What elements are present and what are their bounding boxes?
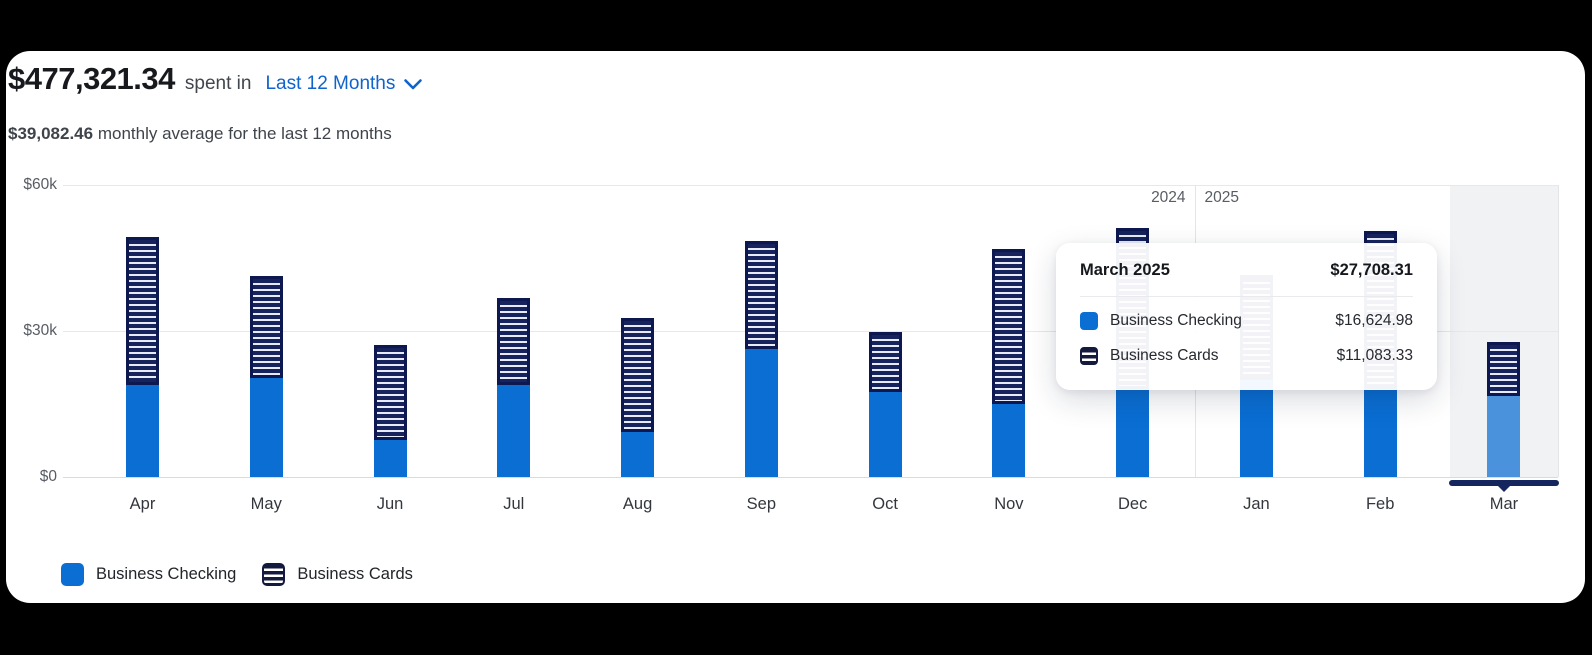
monthly-average-text: monthly average for the last 12 months bbox=[97, 124, 392, 143]
bar-feb-checking-segment bbox=[1363, 389, 1397, 477]
month-label-may: May bbox=[250, 495, 282, 513]
total-spent-amount: $477,321.34 bbox=[8, 61, 175, 96]
legend-checking-label: Business Checking bbox=[96, 565, 237, 583]
bar-jun[interactable] bbox=[373, 345, 407, 477]
date-range-dropdown[interactable]: Last 12 Months bbox=[265, 73, 423, 95]
bar-dec-checking-segment bbox=[1116, 389, 1150, 477]
bar-mar[interactable] bbox=[1487, 342, 1521, 477]
bar-jul-cards-segment bbox=[497, 297, 531, 386]
gridline-$30k bbox=[63, 331, 1558, 332]
tooltip-cards-label: Business Cards bbox=[1110, 347, 1219, 364]
bar-oct[interactable] bbox=[868, 331, 902, 477]
bar-aug-checking-segment bbox=[621, 431, 655, 477]
selected-month-underline bbox=[1448, 480, 1559, 486]
tooltip-row-checking: Business Checking $16,624.98 bbox=[1080, 310, 1413, 332]
bar-may[interactable] bbox=[249, 276, 283, 477]
month-label-jul: Jul bbox=[503, 495, 525, 513]
year-label-2024: 2024 bbox=[1151, 189, 1186, 206]
bar-apr-checking-segment bbox=[126, 385, 159, 477]
spending-bar-chart: $0 $30k $60k 2024 2025 Apr May Jun Jul Aug Sep Oct N… bbox=[6, 51, 1585, 603]
month-label-sep: Sep bbox=[746, 495, 777, 513]
tooltip-divider bbox=[1080, 296, 1413, 297]
month-label-jan: Jan bbox=[1243, 495, 1270, 513]
spending-header: $477,321.34 spent in Last 12 Months bbox=[8, 61, 423, 97]
bar-oct-cards-segment bbox=[868, 331, 902, 392]
y-axis-tick-label: $30k bbox=[23, 322, 57, 339]
bar-aug-cards-segment bbox=[621, 317, 655, 432]
tooltip-checking-value: $16,624.98 bbox=[1335, 312, 1413, 329]
y-axis-tick-label: $60k bbox=[23, 176, 57, 193]
bar-may-cards-segment bbox=[249, 276, 283, 379]
bar-sep-cards-segment bbox=[744, 240, 778, 350]
legend-item-business-cards[interactable]: Business Cards bbox=[262, 563, 413, 586]
bar-jul-checking-segment bbox=[497, 385, 531, 477]
chevron-down-icon bbox=[404, 78, 423, 89]
legend-item-business-checking[interactable]: Business Checking bbox=[61, 563, 236, 586]
bar-jan-checking-segment bbox=[1239, 379, 1273, 477]
year-label-2025: 2025 bbox=[1204, 189, 1240, 206]
date-range-label: Last 12 Months bbox=[265, 73, 396, 94]
bar-may-checking-segment bbox=[249, 378, 283, 477]
gridline-$0 bbox=[63, 477, 1558, 478]
business-checking-swatch-icon bbox=[61, 563, 84, 586]
chart-legend: Business Checking Business Cards bbox=[61, 563, 413, 586]
bar-mar-cards-segment bbox=[1487, 342, 1521, 397]
legend-cards-label: Business Cards bbox=[297, 565, 413, 583]
monthly-average-amount: $39,082.46 bbox=[8, 124, 94, 143]
tooltip-row-cards: Business Cards $11,083.33 bbox=[1080, 345, 1413, 367]
plot-right-boundary-line bbox=[1558, 185, 1559, 477]
bar-apr-cards-segment bbox=[126, 236, 159, 386]
chart-tooltip: March 2025 $27,708.31 Business Checking … bbox=[1056, 243, 1437, 390]
month-label-mar: Mar bbox=[1489, 495, 1519, 513]
bar-aug[interactable] bbox=[621, 317, 655, 477]
bar-sep-checking-segment bbox=[744, 349, 778, 477]
selected-month-caret-icon bbox=[1495, 484, 1512, 492]
tooltip-month-title: March 2025 bbox=[1080, 261, 1170, 279]
bar-oct-checking-segment bbox=[868, 391, 902, 477]
month-label-nov: Nov bbox=[994, 495, 1024, 513]
bar-apr[interactable] bbox=[126, 236, 159, 477]
tooltip-header: March 2025 $27,708.31 bbox=[1080, 261, 1413, 283]
bar-nov-checking-segment bbox=[992, 403, 1026, 477]
tooltip-checking-label: Business Checking bbox=[1110, 312, 1242, 329]
y-axis-tick-label: $0 bbox=[39, 468, 57, 485]
tooltip-total-value: $27,708.31 bbox=[1330, 261, 1413, 279]
month-label-jun: Jun bbox=[376, 495, 404, 513]
month-label-apr: Apr bbox=[129, 495, 156, 513]
bar-jun-cards-segment bbox=[373, 345, 407, 441]
bar-mar-checking-segment bbox=[1487, 396, 1521, 477]
monthly-average-subtitle: $39,082.46 monthly average for the last … bbox=[8, 124, 392, 144]
month-label-oct: Oct bbox=[872, 495, 898, 513]
bar-sep[interactable] bbox=[744, 240, 778, 477]
gridline-$60k bbox=[63, 185, 1558, 186]
business-cards-swatch-icon bbox=[262, 563, 286, 586]
spending-widget: $477,321.34 spent in Last 12 Months $39,… bbox=[6, 51, 1585, 603]
month-label-feb: Feb bbox=[1365, 495, 1395, 513]
business-checking-icon bbox=[1080, 312, 1098, 330]
tooltip-cards-value: $11,083.33 bbox=[1336, 347, 1413, 364]
business-cards-icon bbox=[1080, 347, 1098, 365]
spent-in-text: spent in bbox=[184, 73, 252, 94]
bar-jul[interactable] bbox=[497, 297, 531, 477]
bar-nov-cards-segment bbox=[992, 249, 1026, 404]
bar-nov[interactable] bbox=[992, 249, 1026, 477]
bar-jun-checking-segment bbox=[373, 440, 407, 477]
month-label-dec: Dec bbox=[1117, 495, 1148, 513]
month-label-aug: Aug bbox=[622, 495, 653, 513]
